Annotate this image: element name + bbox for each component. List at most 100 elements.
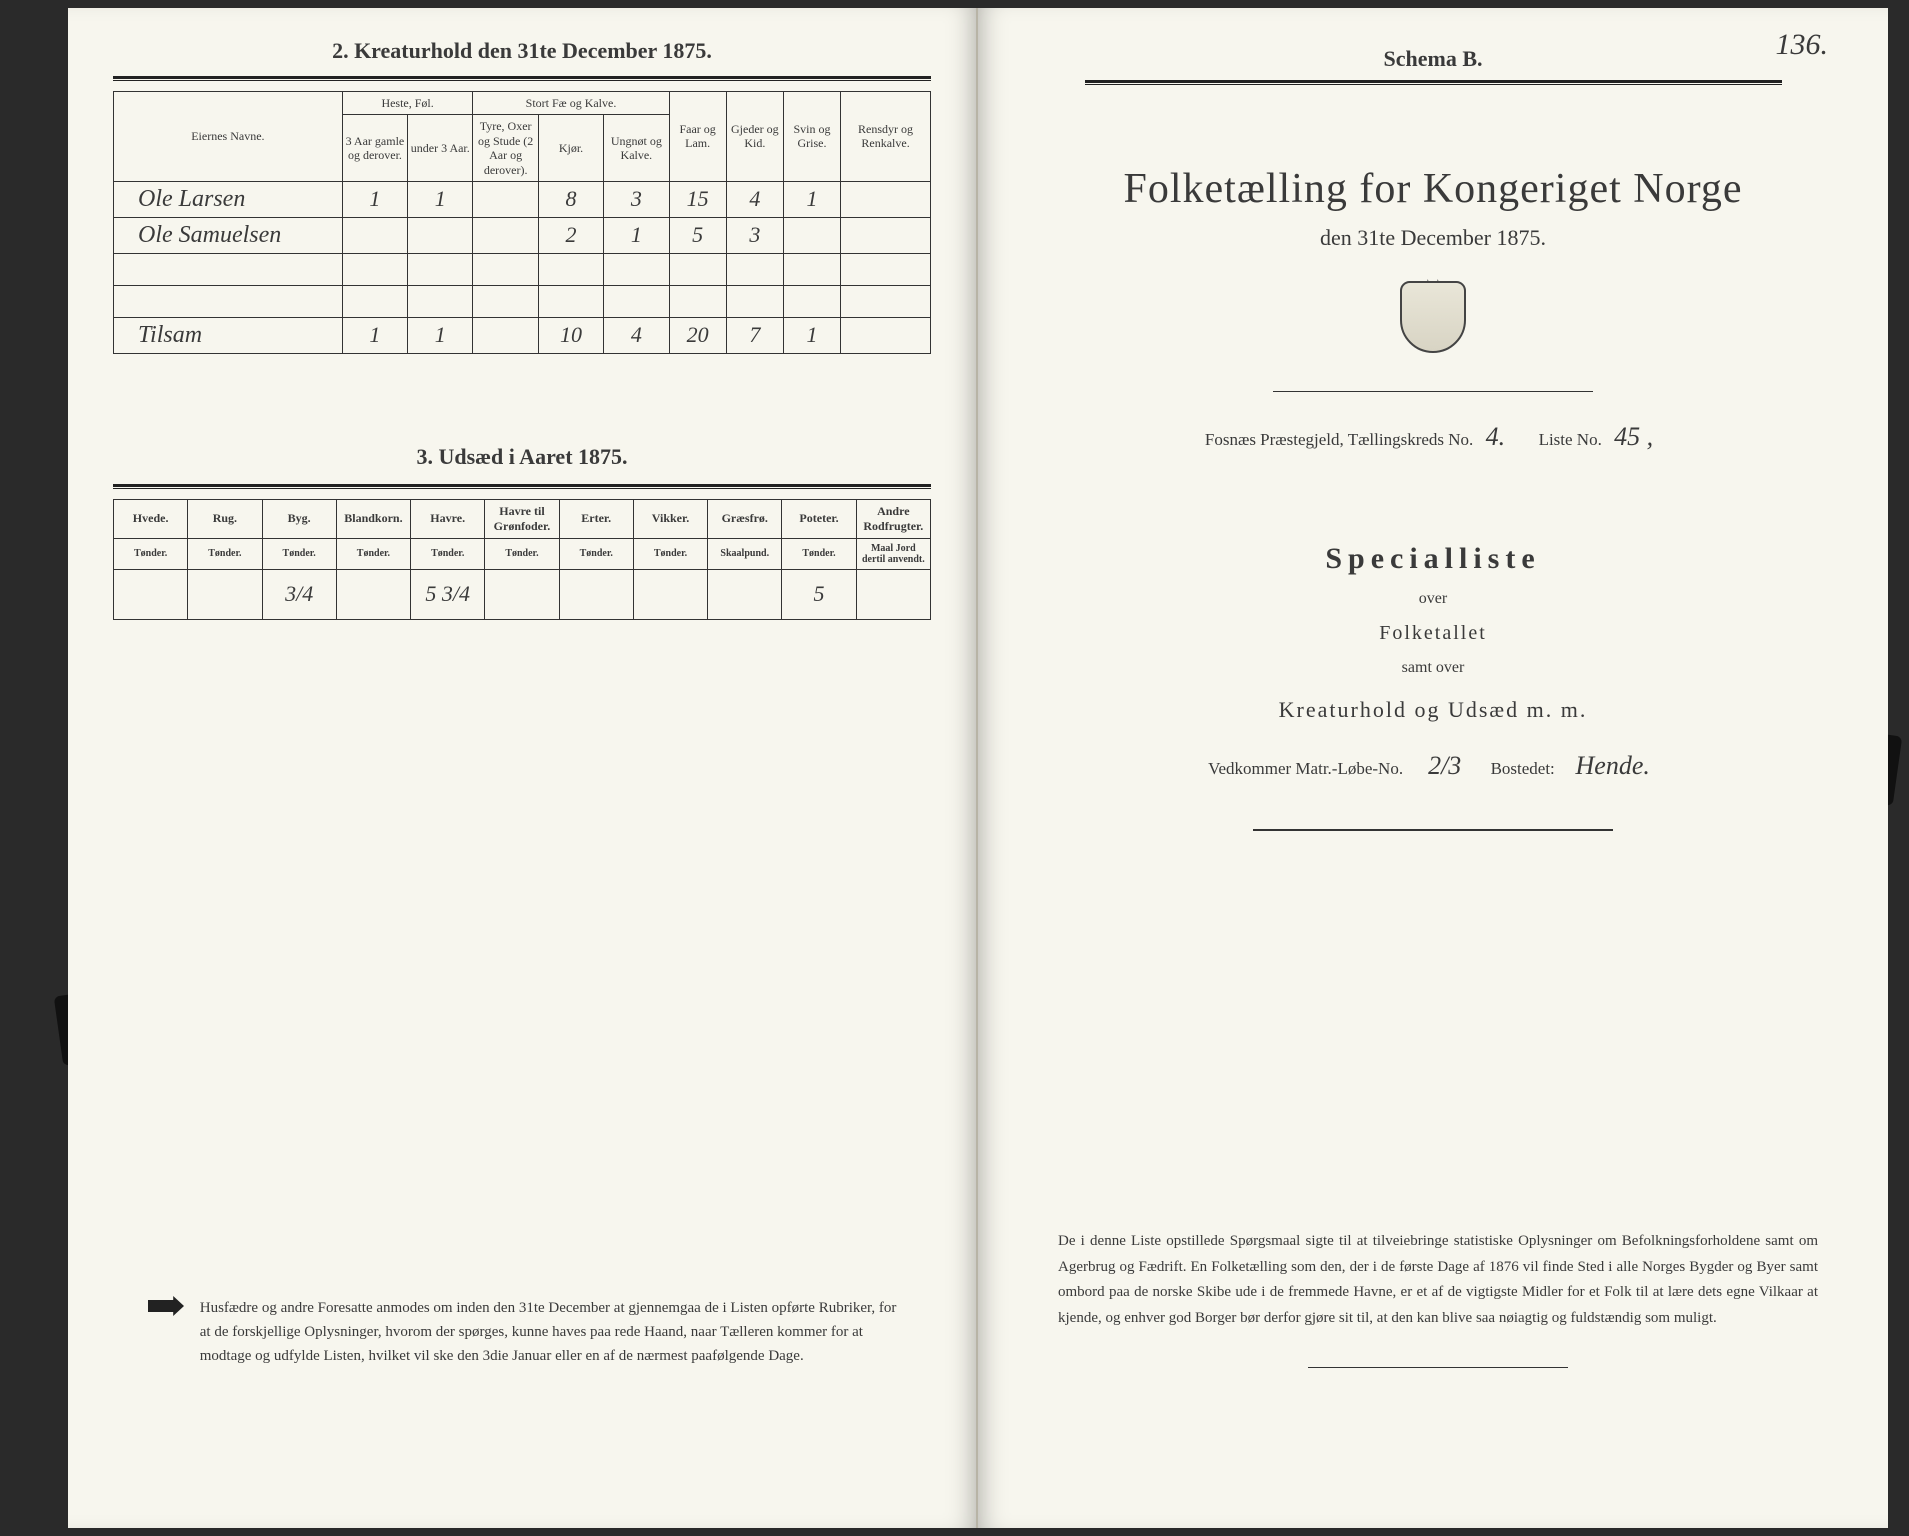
sowing-col-unit: Skaalpund. (708, 538, 782, 569)
col-cattle-b: Kjør. (538, 115, 603, 182)
parish-prefix: Fosnæs Præstegjeld, Tællingskreds No. (1205, 430, 1473, 449)
sowing-col-header: Hvede. (114, 499, 188, 538)
cell (559, 569, 633, 619)
section-3-heading: 3. Udsæd i Aaret 1875. (113, 444, 931, 470)
bostedet-prefix: Bostedet: (1491, 759, 1555, 778)
cell: 4 (726, 181, 783, 217)
sowing-col-unit: Tønder. (336, 538, 410, 569)
cell (485, 569, 559, 619)
cell (408, 217, 473, 253)
cell (633, 569, 707, 619)
sowing-col-unit: Tønder. (485, 538, 559, 569)
sowing-col-header: Rug. (188, 499, 262, 538)
specialliste-heading: Specialliste (1023, 542, 1843, 576)
owner-name: Ole Samuelsen (114, 217, 343, 253)
sowing-col-unit: Tønder. (559, 538, 633, 569)
sowing-col-unit: Tønder. (633, 538, 707, 569)
sowing-col-header: Byg. (262, 499, 336, 538)
col-reindeer: Rensdyr og Renkalve. (841, 92, 931, 182)
sowing-col-unit: Tønder. (411, 538, 485, 569)
kreatur-line: Kreaturhold og Udsæd m. m. (1023, 697, 1843, 723)
sowing-col-header: Havre. (411, 499, 485, 538)
cell (473, 181, 538, 217)
owner-name: Ole Larsen (114, 181, 343, 217)
matr-number: 2/3 (1420, 751, 1469, 780)
cell (336, 569, 410, 619)
cell (114, 569, 188, 619)
book-spread: 2. Kreaturhold den 31te December 1875. E… (68, 8, 1888, 1528)
cell: 3/4 (262, 569, 336, 619)
col-group-horses: Heste, Føl. (342, 92, 473, 115)
rule (113, 484, 931, 489)
cell: 10 (538, 317, 603, 353)
sowing-col-header: Græsfrø. (708, 499, 782, 538)
col-cattle-c: Ungnøt og Kalve. (604, 115, 669, 182)
sowing-col-header: Andre Rodfrugter. (856, 499, 930, 538)
liste-number: 45 , (1606, 422, 1661, 451)
col-horses-b: under 3 Aar. (408, 115, 473, 182)
left-footnote: Husfædre og andre Foresatte anmodes om i… (148, 1296, 916, 1368)
cell: 2 (538, 217, 603, 253)
sowing-col-unit: Tønder. (262, 538, 336, 569)
cell: 20 (669, 317, 726, 353)
cell: 1 (408, 317, 473, 353)
cell: 8 (538, 181, 603, 217)
page-number: 136. (1776, 28, 1829, 62)
samtover-label: samt over (1023, 659, 1843, 677)
cell (342, 217, 407, 253)
col-sheep: Faar og Lam. (669, 92, 726, 182)
cell: 5 (782, 569, 856, 619)
cell (841, 317, 931, 353)
schema-label: Schema B. (1023, 46, 1843, 72)
cell: 3 (604, 181, 669, 217)
cell: 1 (342, 317, 407, 353)
sowing-col-header: Vikker. (633, 499, 707, 538)
col-owner: Eiernes Navne. (114, 92, 343, 182)
col-horses-a: 3 Aar gamle og derover. (342, 115, 407, 182)
cell: 1 (783, 181, 840, 217)
separator (1253, 829, 1613, 831)
sowing-table: Hvede.Rug.Byg.Blandkorn.Havre.Havre til … (113, 499, 931, 620)
sowing-col-unit: Tønder. (114, 538, 188, 569)
cell: 1 (408, 181, 473, 217)
sowing-col-unit: Maal Jord dertil anvendt. (856, 538, 930, 569)
liste-prefix: Liste No. (1539, 430, 1602, 449)
cell (856, 569, 930, 619)
cell (473, 317, 538, 353)
vedkommer-line: Vedkommer Matr.-Løbe-No. 2/3 Bostedet: H… (1023, 751, 1843, 781)
table-row-blank (114, 253, 931, 285)
pointing-hand-icon (148, 1296, 184, 1316)
cell: 1 (342, 181, 407, 217)
cell: 4 (604, 317, 669, 353)
section-2-heading: 2. Kreaturhold den 31te December 1875. (113, 38, 931, 64)
cell: 1 (783, 317, 840, 353)
cell: 15 (669, 181, 726, 217)
rule (113, 76, 931, 81)
table-row: Ole Samuelsen2153 (114, 217, 931, 253)
sowing-col-header: Havre til Grønfoder. (485, 499, 559, 538)
census-title: Folketælling for Kongeriget Norge (1023, 165, 1843, 213)
cell: 1 (604, 217, 669, 253)
census-subtitle: den 31te December 1875. (1023, 225, 1843, 251)
sowing-col-unit: Tønder. (782, 538, 856, 569)
col-goats: Gjeder og Kid. (726, 92, 783, 182)
table-row-total: Tilsam111042071 (114, 317, 931, 353)
left-footnote-text: Husfædre og andre Foresatte anmodes om i… (200, 1296, 908, 1368)
sowing-col-header: Poteter. (782, 499, 856, 538)
livestock-table: Eiernes Navne. Heste, Føl. Stort Fæ og K… (113, 91, 931, 354)
col-pigs: Svin og Grise. (783, 92, 840, 182)
table-row: Ole Larsen11831541 (114, 181, 931, 217)
vedkommer-prefix: Vedkommer Matr.-Løbe-No. (1208, 759, 1403, 778)
bostedet-value: Hende. (1568, 751, 1658, 780)
folketallet-label: Folketallet (1023, 622, 1843, 645)
coat-of-arms-icon (1393, 281, 1473, 371)
cell: 5 (669, 217, 726, 253)
rule (1085, 80, 1782, 85)
sowing-col-header: Blandkorn. (336, 499, 410, 538)
col-cattle-a: Tyre, Oxer og Stude (2 Aar og derover). (473, 115, 538, 182)
cell (841, 181, 931, 217)
cell (708, 569, 782, 619)
right-footnote-text: De i denne Liste opstillede Spørgsmaal s… (1058, 1233, 1818, 1326)
cell: 5 3/4 (411, 569, 485, 619)
sowing-col-header: Erter. (559, 499, 633, 538)
